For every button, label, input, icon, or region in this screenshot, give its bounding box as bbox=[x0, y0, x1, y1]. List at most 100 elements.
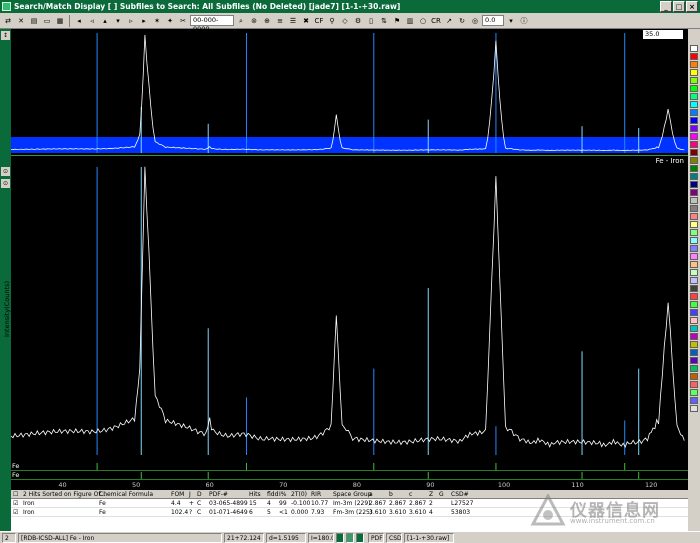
status-indicator-3[interactable] bbox=[356, 533, 364, 543]
pin-icon[interactable]: ⚲ bbox=[329, 16, 335, 25]
delete-icon[interactable]: ✖ bbox=[303, 16, 309, 25]
color-swatch[interactable] bbox=[690, 149, 698, 156]
color-swatch[interactable] bbox=[690, 45, 698, 52]
cf-button[interactable]: CF bbox=[314, 16, 324, 25]
color-swatch[interactable] bbox=[690, 317, 698, 324]
table-column-header[interactable]: b bbox=[389, 491, 393, 498]
row-checkbox[interactable]: ☑ bbox=[13, 509, 19, 516]
color-swatch[interactable] bbox=[690, 53, 698, 60]
filter-icon[interactable]: ◇ bbox=[342, 16, 348, 25]
color-swatch[interactable] bbox=[690, 245, 698, 252]
color-swatch[interactable] bbox=[690, 61, 698, 68]
arrow-icon[interactable]: ↗ bbox=[446, 16, 452, 25]
close-button[interactable]: × bbox=[686, 1, 698, 12]
color-swatch[interactable] bbox=[690, 261, 698, 268]
color-swatch[interactable] bbox=[690, 373, 698, 380]
color-swatch[interactable] bbox=[690, 101, 698, 108]
circle-icon[interactable]: ○ bbox=[419, 16, 427, 25]
flag-icon[interactable]: ⚑ bbox=[393, 16, 401, 25]
table-column-header[interactable]: FOM bbox=[171, 491, 185, 498]
fe-row-1[interactable]: Fe bbox=[11, 462, 688, 471]
pin-panel-icon[interactable]: ↕ bbox=[1, 31, 10, 40]
status-csd[interactable]: CSD bbox=[386, 533, 402, 543]
color-swatch[interactable] bbox=[690, 125, 698, 132]
table-column-header[interactable]: c bbox=[409, 491, 413, 498]
color-swatch[interactable] bbox=[690, 85, 698, 92]
table-row[interactable]: ☑ Iron Fe 4.4 + C 03-065-4899 15 4 99 -0.100 10.77 I… bbox=[11, 499, 688, 508]
color-swatch[interactable] bbox=[690, 341, 698, 348]
color-swatch[interactable] bbox=[690, 173, 698, 180]
color-swatch[interactable] bbox=[690, 293, 698, 300]
color-swatch[interactable] bbox=[690, 269, 698, 276]
value-input[interactable]: 0.0 bbox=[482, 15, 504, 26]
color-swatch[interactable] bbox=[690, 181, 698, 188]
zoom-icon[interactable]: ⊕ bbox=[264, 16, 270, 25]
color-swatch[interactable] bbox=[690, 69, 698, 76]
app-icon[interactable] bbox=[2, 2, 11, 11]
color-swatch[interactable] bbox=[690, 405, 698, 412]
sort-icon[interactable]: ⇅ bbox=[381, 16, 387, 25]
color-swatch[interactable] bbox=[690, 165, 698, 172]
binoculars-icon[interactable]: ⊚ bbox=[251, 16, 257, 25]
table-column-header[interactable]: 2 Hits Sorted on Figure Of... bbox=[23, 491, 106, 498]
color-swatch[interactable] bbox=[690, 285, 698, 292]
last-icon[interactable]: ▸ bbox=[142, 16, 146, 25]
color-swatch[interactable] bbox=[690, 213, 698, 220]
color-swatch[interactable] bbox=[690, 325, 698, 332]
swap-icon[interactable]: ⇄ bbox=[5, 16, 11, 25]
star-icon[interactable]: ✶ bbox=[154, 16, 160, 25]
color-swatch[interactable] bbox=[690, 381, 698, 388]
color-swatch[interactable] bbox=[690, 205, 698, 212]
color-swatch[interactable] bbox=[690, 333, 698, 340]
color-swatch[interactable] bbox=[690, 349, 698, 356]
first-icon[interactable]: ◂ bbox=[77, 16, 81, 25]
color-swatch[interactable] bbox=[690, 237, 698, 244]
table-column-header[interactable]: 2T(0) bbox=[291, 491, 307, 498]
overview-plot[interactable]: 35.0 bbox=[11, 29, 688, 155]
dropdown-icon[interactable]: ▾ bbox=[509, 16, 513, 25]
expand-icon[interactable]: ⊙ bbox=[1, 167, 10, 176]
color-swatch[interactable] bbox=[690, 397, 698, 404]
status-pdf[interactable]: PDF bbox=[368, 533, 384, 543]
target-icon[interactable]: ⊙ bbox=[1, 179, 10, 188]
color-swatch[interactable] bbox=[690, 77, 698, 84]
color-swatch[interactable] bbox=[690, 229, 698, 236]
table-column-header[interactable]: RIR bbox=[311, 491, 322, 498]
row-checkbox[interactable]: ☑ bbox=[13, 500, 19, 507]
doc-icon[interactable]: ▯ bbox=[369, 16, 373, 25]
table-column-header[interactable]: I% bbox=[279, 491, 287, 498]
menu-icon[interactable]: ☰ bbox=[289, 16, 297, 25]
table-column-header[interactable]: D bbox=[197, 491, 202, 498]
color-swatch[interactable] bbox=[690, 309, 698, 316]
color-swatch[interactable] bbox=[690, 109, 698, 116]
color-swatch[interactable] bbox=[690, 253, 698, 260]
header-checkbox[interactable]: ☐ bbox=[13, 491, 19, 498]
minimize-button[interactable]: _ bbox=[660, 1, 672, 12]
table-column-header[interactable]: Hits bbox=[249, 491, 261, 498]
color-swatch[interactable] bbox=[690, 141, 698, 148]
table-row[interactable]: ☑ Iron Fe 102.4? C 01-071-4649 6 5 <1 0.000 7.93 Fm… bbox=[11, 508, 688, 517]
fe-row-2[interactable]: Fe bbox=[11, 471, 688, 480]
color-swatch[interactable] bbox=[690, 389, 698, 396]
table-column-header[interactable]: CSD# bbox=[451, 491, 469, 498]
bars-icon[interactable]: ▥ bbox=[406, 16, 414, 25]
next-icon[interactable]: ▹ bbox=[129, 16, 133, 25]
color-swatch[interactable] bbox=[690, 117, 698, 124]
color-swatch[interactable] bbox=[690, 133, 698, 140]
info-icon[interactable]: ⓘ bbox=[520, 16, 528, 25]
color-swatch[interactable] bbox=[690, 277, 698, 284]
close-x-icon[interactable]: ✕ bbox=[18, 16, 24, 25]
zoom-field[interactable]: 35.0 bbox=[643, 30, 683, 39]
table-column-header[interactable]: fldd bbox=[267, 491, 279, 498]
table-column-header[interactable]: Space Group bbox=[333, 491, 372, 498]
print-icon[interactable]: ▤ bbox=[30, 16, 38, 25]
scissors-icon[interactable]: ✂ bbox=[180, 16, 186, 25]
down-icon[interactable]: ▾ bbox=[116, 16, 120, 25]
pdf-number-input[interactable]: 00-000-0000 bbox=[190, 15, 234, 33]
color-swatch[interactable] bbox=[690, 365, 698, 372]
settings-icon[interactable]: ⚙ bbox=[354, 16, 362, 25]
color-swatch[interactable] bbox=[690, 93, 698, 100]
lines-icon[interactable]: ≡ bbox=[277, 16, 283, 25]
prev-icon[interactable]: ◃ bbox=[90, 16, 94, 25]
table-column-header[interactable]: a bbox=[369, 491, 373, 498]
